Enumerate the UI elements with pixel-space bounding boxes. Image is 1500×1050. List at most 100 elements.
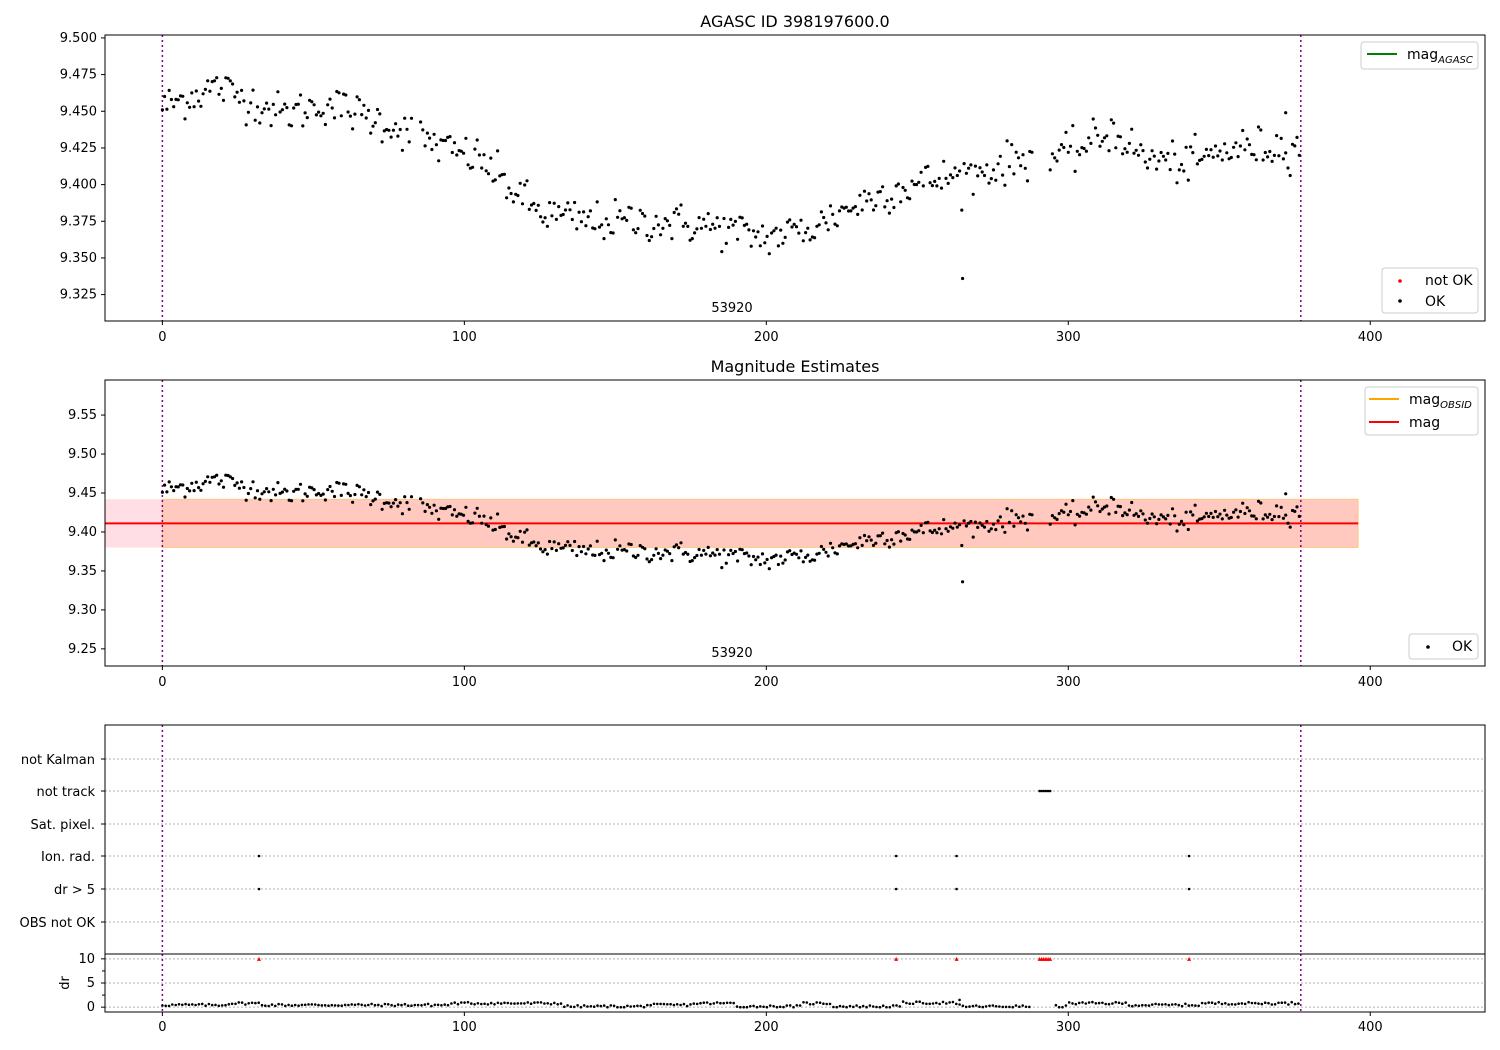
data-point bbox=[837, 544, 842, 548]
data-point bbox=[280, 108, 284, 112]
data-point bbox=[505, 537, 509, 541]
data-point bbox=[355, 95, 359, 99]
data-point bbox=[1259, 501, 1263, 505]
data-point bbox=[235, 481, 239, 485]
data-point bbox=[634, 231, 638, 235]
dr-point bbox=[476, 1002, 480, 1005]
data-point bbox=[1218, 149, 1222, 153]
data-point bbox=[930, 184, 935, 188]
data-point bbox=[226, 76, 230, 80]
dr-point bbox=[569, 1005, 573, 1008]
dr-point bbox=[533, 1001, 536, 1004]
data-point bbox=[679, 203, 683, 207]
data-point bbox=[1127, 141, 1131, 145]
data-point bbox=[826, 554, 830, 558]
data-point bbox=[1232, 145, 1236, 149]
data-point bbox=[652, 553, 656, 557]
data-point bbox=[421, 128, 425, 132]
data-point bbox=[292, 106, 296, 110]
flag-point bbox=[1187, 854, 1191, 858]
data-point bbox=[724, 241, 728, 245]
data-point bbox=[708, 227, 713, 232]
data-point bbox=[249, 487, 253, 491]
dr-point bbox=[1283, 1001, 1287, 1004]
dr-point bbox=[858, 1005, 862, 1009]
data-point bbox=[1007, 520, 1012, 525]
dr-point bbox=[699, 1001, 702, 1005]
data-point bbox=[1193, 503, 1197, 507]
dr-point bbox=[709, 1002, 712, 1006]
dr-point bbox=[589, 1005, 593, 1008]
dr-point bbox=[692, 1002, 696, 1005]
data-point bbox=[520, 202, 525, 206]
data-point bbox=[246, 491, 250, 496]
data-point bbox=[853, 542, 858, 546]
data-point bbox=[1295, 135, 1299, 139]
dr-point bbox=[596, 1004, 599, 1007]
data-point bbox=[1159, 150, 1163, 155]
dr-point bbox=[426, 1002, 430, 1006]
data-point bbox=[212, 79, 217, 83]
data-point bbox=[1193, 132, 1197, 136]
dr-point bbox=[1214, 1002, 1217, 1005]
data-point bbox=[853, 205, 858, 209]
data-point bbox=[650, 558, 654, 562]
data-point bbox=[928, 529, 932, 533]
dr-point bbox=[194, 1003, 197, 1007]
data-point bbox=[869, 538, 873, 542]
data-point bbox=[1050, 152, 1054, 156]
data-point bbox=[613, 538, 617, 542]
data-point bbox=[1173, 514, 1177, 518]
dr-point bbox=[499, 1002, 503, 1005]
data-point bbox=[890, 538, 894, 542]
data-point bbox=[1288, 173, 1292, 178]
dr-point bbox=[626, 1004, 629, 1008]
dr-point bbox=[1061, 1005, 1064, 1009]
data-point bbox=[212, 475, 217, 479]
dr-point bbox=[1101, 1001, 1104, 1005]
data-point bbox=[616, 215, 620, 219]
data-point bbox=[221, 98, 226, 102]
dr-point bbox=[616, 1005, 619, 1009]
data-point bbox=[425, 503, 429, 507]
dr-point bbox=[513, 1002, 516, 1005]
data-point bbox=[208, 89, 212, 93]
data-point bbox=[645, 557, 649, 561]
dr-point bbox=[812, 1002, 815, 1006]
data-point bbox=[500, 525, 504, 529]
data-point bbox=[781, 561, 785, 565]
dr-point bbox=[277, 1002, 280, 1006]
data-point bbox=[525, 179, 529, 183]
dr-point bbox=[855, 1004, 858, 1007]
dr-point bbox=[1121, 1002, 1124, 1005]
data-point bbox=[251, 88, 255, 92]
data-point bbox=[1143, 160, 1147, 164]
data-point bbox=[622, 548, 627, 552]
x-tick-label: 400 bbox=[1358, 330, 1383, 345]
data-point bbox=[1109, 495, 1113, 500]
data-point bbox=[804, 231, 808, 235]
data-point bbox=[489, 516, 493, 520]
dr-point bbox=[666, 1003, 669, 1006]
data-point bbox=[172, 489, 176, 493]
dr-point bbox=[1210, 1001, 1214, 1004]
data-point bbox=[921, 184, 925, 188]
data-point bbox=[699, 226, 704, 230]
dr-point bbox=[177, 1003, 181, 1006]
data-point bbox=[670, 237, 674, 241]
dr-point bbox=[327, 1004, 330, 1007]
data-point bbox=[758, 244, 762, 248]
data-point bbox=[1245, 137, 1249, 141]
dr-point bbox=[450, 1002, 453, 1005]
data-point bbox=[862, 533, 867, 538]
data-point bbox=[378, 112, 382, 116]
data-point bbox=[321, 492, 325, 496]
dr-point bbox=[1263, 1001, 1267, 1004]
data-point bbox=[464, 136, 468, 140]
x-tick-label: 100 bbox=[452, 1020, 477, 1035]
dr-point bbox=[1273, 1003, 1277, 1006]
dr-point bbox=[891, 1004, 895, 1007]
data-point bbox=[1164, 158, 1168, 162]
dr-point bbox=[1247, 1000, 1250, 1004]
data-point bbox=[371, 499, 375, 503]
